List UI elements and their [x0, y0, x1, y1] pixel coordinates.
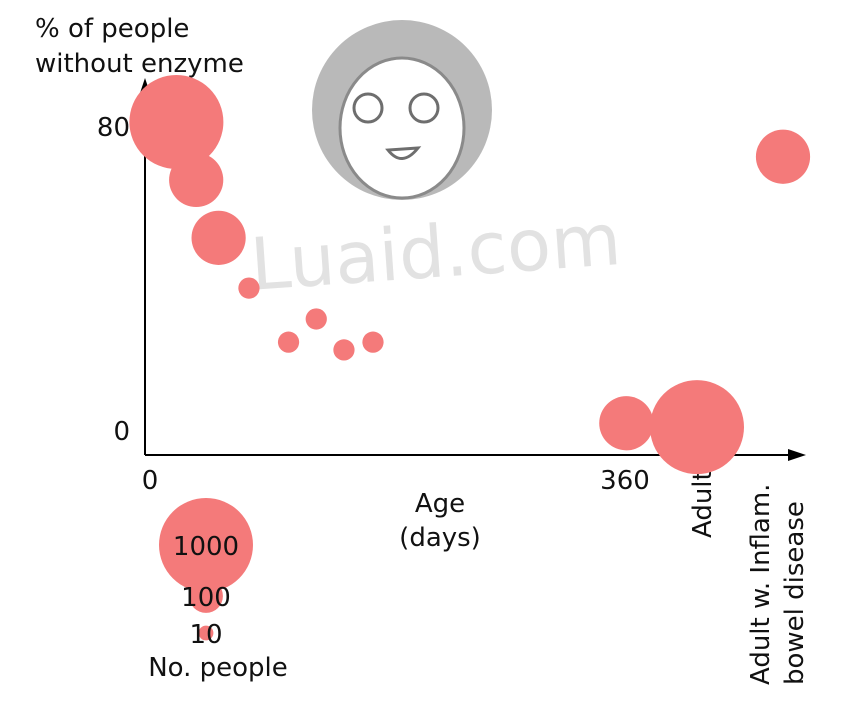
data-points [129, 75, 811, 475]
data-point-11 [755, 129, 811, 184]
y-tick-label-80: 80 [97, 113, 130, 143]
x-tick-label-360: 360 [600, 466, 650, 496]
data-point-10 [650, 380, 744, 475]
size-legend-marker-1000 [159, 498, 253, 592]
y-tick-label-0: 0 [113, 417, 130, 447]
x-tick-label-0: 0 [142, 466, 159, 496]
x-axis-label-line-2: (days) [399, 523, 481, 553]
x-category-label-adult: Adult [688, 470, 718, 538]
data-point-8 [362, 331, 384, 353]
size-legend-title: No. people [148, 653, 288, 683]
data-point-1 [129, 75, 224, 169]
data-point-2 [169, 152, 224, 208]
size-legend-label-100: 100 [181, 583, 231, 613]
x-category-label-ibd-line-1: Adult w. Inflam. [746, 484, 776, 685]
data-point-6 [305, 308, 327, 330]
size-legend-marker-100 [189, 579, 223, 613]
y-axis-label-line-1: % of people [35, 14, 189, 44]
watermark-text: Luaid.com [248, 197, 624, 307]
data-point-7 [333, 339, 355, 361]
x-category-label-ibd-line-2: bowel disease [780, 501, 810, 685]
size-legend-label-1000: 1000 [173, 532, 239, 562]
x-axis-arrow [788, 449, 806, 461]
y-axis-label-line-2: without enzyme [35, 49, 244, 79]
data-point-5 [277, 331, 300, 353]
size-legend-marker-10 [198, 625, 214, 641]
size-legend-label-10: 10 [189, 620, 222, 650]
data-point-9 [599, 396, 654, 451]
data-point-3 [191, 210, 246, 265]
size-legend: 1000 100 10 [159, 498, 253, 650]
data-point-4 [238, 277, 260, 299]
x-axis-label-line-1: Age [415, 489, 465, 519]
watermark-graphic [312, 20, 492, 200]
